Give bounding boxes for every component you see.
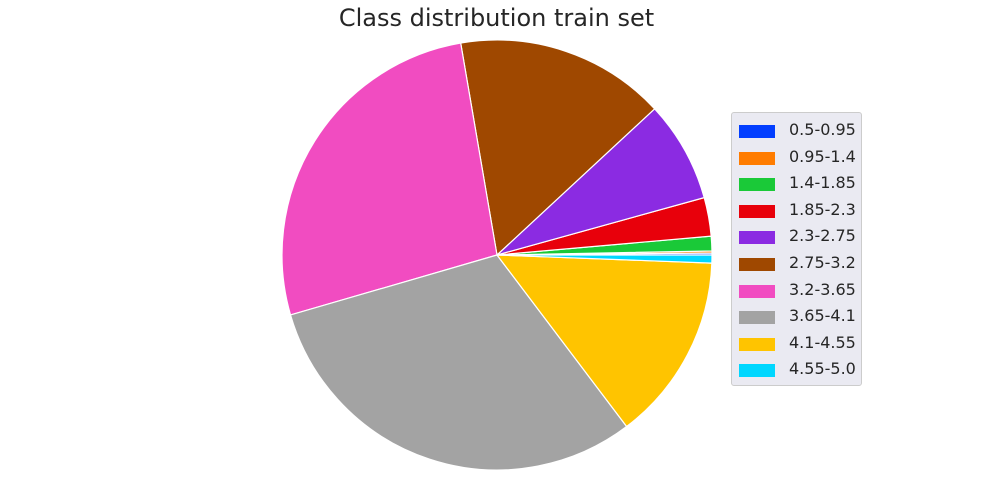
pie-slice-3.2-3.65 <box>281 42 498 316</box>
legend-swatch <box>739 178 775 192</box>
legend-swatch <box>739 311 775 325</box>
chart-title: Class distribution train set <box>338 4 655 32</box>
legend-item: 0.95-1.4 <box>732 145 861 172</box>
legend-swatch <box>739 151 775 165</box>
legend-item: 3.65-4.1 <box>732 304 861 331</box>
legend-item: 4.55-5.0 <box>732 357 861 384</box>
pie-slice-4.55-5.0 <box>496 254 713 264</box>
pie-slice-3.65-4.1 <box>289 254 628 471</box>
legend-label: 3.65-4.1 <box>789 306 856 326</box>
legend-item: 2.3-2.75 <box>732 224 861 251</box>
pie-slice-2.75-3.2 <box>460 39 656 256</box>
legend-item: 1.85-2.3 <box>732 198 861 225</box>
legend-label: 2.75-3.2 <box>789 252 856 272</box>
legend-swatch <box>739 364 775 378</box>
legend-item: 3.2-3.65 <box>732 278 861 305</box>
legend-swatch <box>739 257 775 271</box>
chart-legend: 0.5-0.95 0.95-1.4 1.4-1.85 1.85-2.3 2.3-2.75… <box>731 112 862 386</box>
legend-swatch <box>739 125 775 138</box>
legend-item: 0.5-0.95 <box>732 118 861 145</box>
legend-label: 0.5-0.95 <box>789 120 856 139</box>
legend-swatch <box>739 231 775 245</box>
legend-swatch <box>739 204 775 218</box>
legend-label: 3.2-3.65 <box>789 279 856 299</box>
legend-label: 1.85-2.3 <box>789 199 856 219</box>
legend-label: 4.55-5.0 <box>789 359 856 379</box>
legend-label: 2.3-2.75 <box>789 226 856 246</box>
legend-item: 2.75-3.2 <box>732 251 861 278</box>
legend-label: 1.4-1.85 <box>789 173 856 193</box>
legend-swatch <box>739 337 775 351</box>
legend-item: 1.4-1.85 <box>732 171 861 198</box>
legend-swatch <box>739 284 775 298</box>
legend-label: 4.1-4.55 <box>789 332 856 352</box>
legend-label: 0.95-1.4 <box>789 146 856 166</box>
legend-item: 4.1-4.55 <box>732 331 861 358</box>
pie-slice-2.3-2.75 <box>496 108 705 256</box>
pie-slice-4.1-4.55 <box>496 254 713 428</box>
